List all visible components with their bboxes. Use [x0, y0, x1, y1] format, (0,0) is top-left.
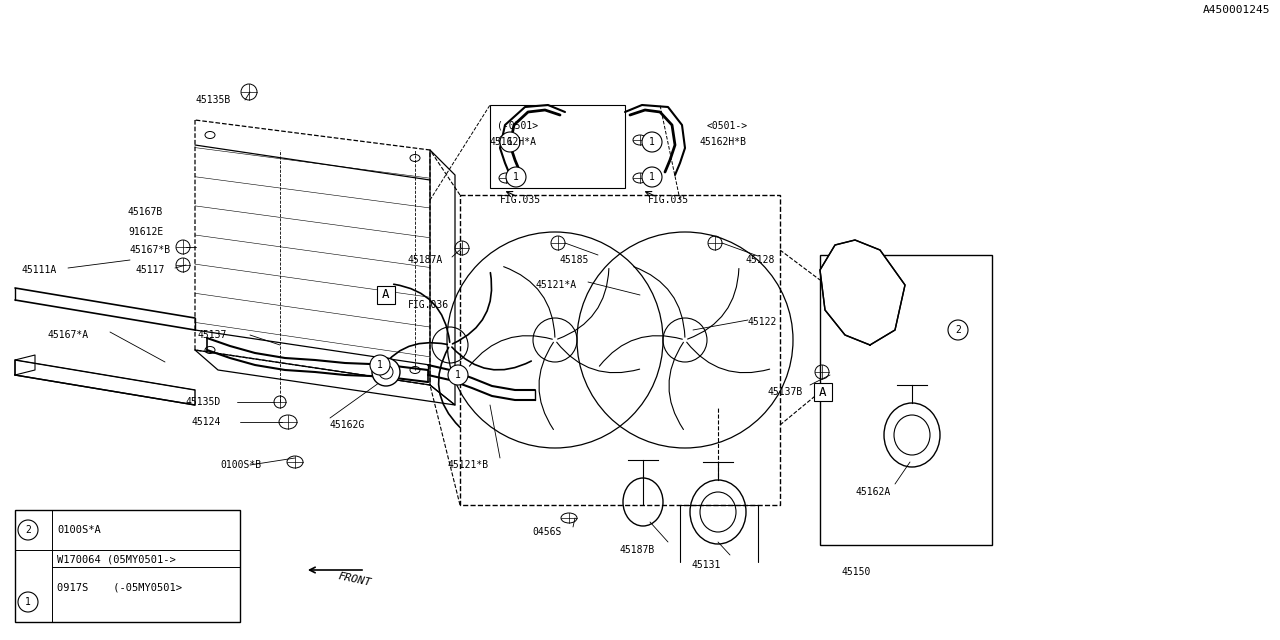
Text: 45111A: 45111A — [22, 265, 58, 275]
Circle shape — [370, 355, 390, 375]
Circle shape — [643, 167, 662, 187]
Text: 45121*A: 45121*A — [535, 280, 576, 290]
Text: 45167*A: 45167*A — [49, 330, 90, 340]
Bar — [460, 195, 780, 505]
Text: A: A — [819, 385, 827, 399]
Text: 45150: 45150 — [842, 567, 872, 577]
Bar — [490, 105, 625, 188]
Text: 45167B: 45167B — [128, 207, 164, 217]
Text: 1: 1 — [649, 137, 655, 147]
Text: FIG.036: FIG.036 — [408, 300, 449, 310]
Circle shape — [448, 365, 468, 385]
Text: 0100S*A: 0100S*A — [58, 525, 101, 535]
Bar — [15, 510, 241, 622]
Text: 45185: 45185 — [561, 255, 589, 265]
Text: 45122: 45122 — [748, 317, 777, 327]
Text: 45162A: 45162A — [855, 487, 891, 497]
Text: 45135D: 45135D — [186, 397, 220, 407]
Circle shape — [643, 132, 662, 152]
Circle shape — [372, 358, 399, 386]
Text: 0917S    (-05MY0501>: 0917S (-05MY0501> — [58, 583, 182, 593]
Bar — [378, 286, 396, 304]
Text: A450001245: A450001245 — [1202, 5, 1270, 15]
Text: 45162H*B: 45162H*B — [700, 137, 748, 147]
Circle shape — [500, 132, 520, 152]
Text: 0100S*B: 0100S*B — [220, 460, 261, 470]
Text: 45128: 45128 — [745, 255, 774, 265]
Text: 45162G: 45162G — [330, 420, 365, 430]
Circle shape — [506, 167, 526, 187]
Text: 45137B: 45137B — [768, 387, 804, 397]
Circle shape — [948, 320, 968, 340]
Text: FIG.035: FIG.035 — [648, 195, 689, 205]
Text: W170064 (05MY0501->: W170064 (05MY0501-> — [58, 554, 175, 564]
Text: 1: 1 — [26, 597, 31, 607]
Text: 45117: 45117 — [134, 265, 164, 275]
Text: 45187A: 45187A — [408, 255, 443, 265]
Text: 45121*B: 45121*B — [448, 460, 489, 470]
Text: 45131: 45131 — [692, 560, 722, 570]
Text: 45135B: 45135B — [196, 95, 232, 105]
Text: 45124: 45124 — [192, 417, 221, 427]
Text: 1: 1 — [513, 172, 518, 182]
Polygon shape — [820, 240, 905, 345]
Text: 45137: 45137 — [198, 330, 228, 340]
Text: 0456S: 0456S — [532, 527, 562, 537]
Text: 2: 2 — [26, 525, 31, 535]
Circle shape — [18, 592, 38, 612]
Text: FRONT: FRONT — [338, 572, 372, 588]
Text: <0501->: <0501-> — [707, 121, 748, 131]
Text: FIG.035: FIG.035 — [500, 195, 541, 205]
Text: 2: 2 — [955, 325, 961, 335]
Circle shape — [18, 520, 38, 540]
Text: 1: 1 — [378, 360, 383, 370]
Text: 1: 1 — [649, 172, 655, 182]
Bar — [820, 255, 992, 545]
Text: 1: 1 — [456, 370, 461, 380]
Bar — [814, 383, 832, 401]
Text: 1: 1 — [507, 137, 513, 147]
Text: (-0501>: (-0501> — [497, 121, 538, 131]
Text: 45167*B: 45167*B — [131, 245, 172, 255]
Text: 45162H*A: 45162H*A — [490, 137, 538, 147]
Text: A: A — [383, 289, 389, 301]
Text: 45187B: 45187B — [620, 545, 655, 555]
Text: 91612E: 91612E — [128, 227, 164, 237]
